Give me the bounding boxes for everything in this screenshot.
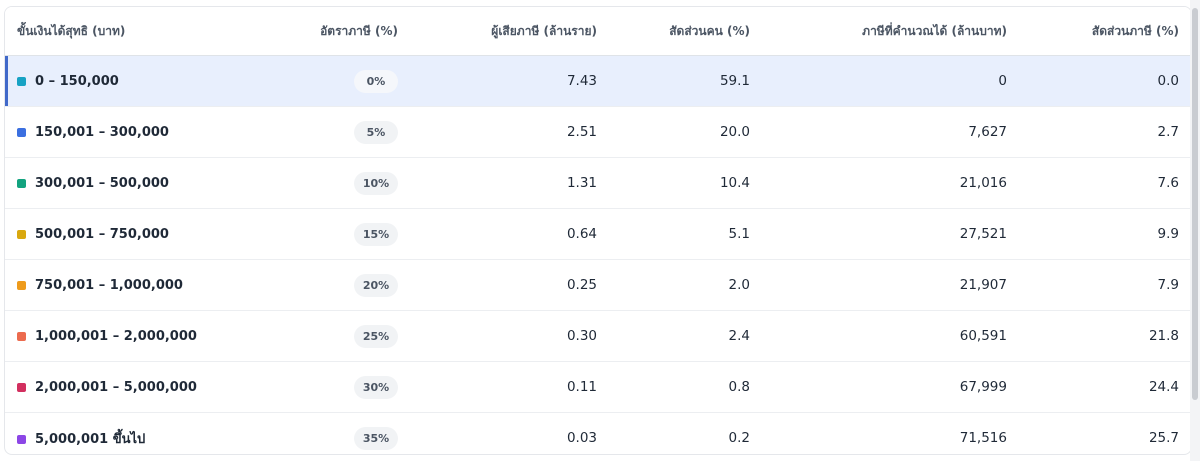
taxpayers-cell: 0.25 (410, 259, 609, 311)
rate-cell: 30% (266, 361, 410, 413)
table-row[interactable]: 1,000,001 – 2,000,000 25% 0.30 2.4 60,591 21.… (5, 310, 1191, 362)
tax-share-cell: 25.7 (1148, 430, 1179, 446)
table-row[interactable]: 500,001 – 750,000 15% 0.64 5.1 27,521 9.9 (5, 208, 1191, 260)
rate-badge: 25% (354, 324, 398, 348)
tax-calculated-cell: 0 (762, 55, 1019, 107)
tax-calculated-cell: 67,999 (762, 361, 1019, 413)
series-color-dot (17, 331, 26, 341)
header-tax-share[interactable]: สัดส่วนภาษี (%) (1019, 7, 1191, 56)
rate-badge: 0% (354, 69, 398, 93)
tax-calculated-cell: 21,907 (762, 259, 1019, 311)
series-color-dot (17, 434, 26, 444)
series-color-dot (17, 382, 26, 392)
people-share-cell: 10.4 (609, 157, 762, 209)
header-taxpayers[interactable]: ผู้เสียภาษี (ล้านราย) (410, 7, 609, 56)
tax-bracket-table-card: ขั้นเงินได้สุทธิ (บาท) อัตราภาษี (%) ผู้… (4, 6, 1192, 455)
rate-cell: 35% (266, 413, 410, 455)
bracket-label: 5,000,001 ขึ้นไป (35, 431, 146, 447)
people-share-cell: 5.1 (609, 208, 762, 260)
table-row[interactable]: 5,000,001 ขึ้นไป 35% 0.03 0.2 71,516 25.7 (5, 413, 1191, 455)
bracket-cell: 750,001 – 1,000,000 (5, 259, 266, 311)
tax-calculated-cell: 27,521 (762, 208, 1019, 260)
table-row[interactable]: 0 – 150,000 0% 7.43 59.1 0 0.0 (5, 55, 1191, 107)
rate-badge: 5% (354, 120, 398, 144)
bracket-cell: 2,000,001 – 5,000,000 (5, 361, 266, 413)
header-people-share[interactable]: สัดส่วนคน (%) (609, 7, 762, 56)
tax-share-cell: 7.9 (1019, 259, 1191, 311)
header-tax-calculated[interactable]: ภาษีที่คำนวณได้ (ล้านบาท) (762, 7, 1019, 56)
tax-share-cell: 21.8 (1019, 310, 1191, 362)
series-color-dot (17, 127, 26, 137)
series-color-dot (17, 76, 26, 86)
header-rate[interactable]: อัตราภาษี (%) (266, 7, 410, 56)
rate-badge: 15% (354, 222, 398, 246)
bracket-label: 500,001 – 750,000 (35, 226, 169, 242)
bracket-label: 2,000,001 – 5,000,000 (35, 379, 197, 395)
bracket-cell: 300,001 – 500,000 (5, 157, 266, 209)
table-row[interactable]: 300,001 – 500,000 10% 1.31 10.4 21,016 7.6 (5, 157, 1191, 209)
tax-calculated-cell: 71,516 (959, 430, 1007, 446)
taxpayers-cell: 0.11 (410, 361, 609, 413)
bracket-cell: 5,000,001 ขึ้นไป (5, 413, 266, 455)
tax-calculated-cell: 7,627 (762, 106, 1019, 158)
scrollbar-thumb[interactable] (1192, 8, 1198, 400)
bracket-label: 1,000,001 – 2,000,000 (35, 328, 197, 344)
people-share-cell: 2.0 (609, 259, 762, 311)
rate-badge: 35% (354, 426, 398, 450)
table-row[interactable]: 150,001 – 300,000 5% 2.51 20.0 7,627 2.7 (5, 106, 1191, 158)
bracket-cell: 150,001 – 300,000 (5, 106, 266, 158)
bracket-label: 300,001 – 500,000 (35, 175, 169, 191)
table-row[interactable]: 2,000,001 – 5,000,000 30% 0.11 0.8 67,999 24.… (5, 361, 1191, 413)
rate-badge: 10% (354, 171, 398, 195)
rate-cell: 15% (266, 208, 410, 260)
series-color-dot (17, 178, 26, 188)
vertical-scrollbar[interactable] (1190, 0, 1200, 461)
bracket-cell: 500,001 – 750,000 (5, 208, 266, 260)
taxpayers-cell: 0.03 (566, 430, 597, 446)
bracket-label: 750,001 – 1,000,000 (35, 277, 183, 293)
rate-cell: 0% (266, 55, 410, 107)
people-share-cell: 0.8 (609, 361, 762, 413)
tax-calculated-cell: 21,016 (762, 157, 1019, 209)
tax-share-cell: 9.9 (1019, 208, 1191, 260)
bracket-label: 0 – 150,000 (35, 73, 119, 89)
tax-share-cell: 2.7 (1019, 106, 1191, 158)
tax-calculated-cell: 60,591 (762, 310, 1019, 362)
people-share-cell: 20.0 (609, 106, 762, 158)
bracket-cell: 1,000,001 – 2,000,000 (5, 310, 266, 362)
people-share-cell: 2.4 (609, 310, 762, 362)
people-share-cell: 59.1 (609, 55, 762, 107)
tax-share-cell: 0.0 (1019, 55, 1191, 107)
taxpayers-cell: 2.51 (410, 106, 609, 158)
rate-cell: 10% (266, 157, 410, 209)
bracket-label: 150,001 – 300,000 (35, 124, 169, 140)
taxpayers-cell: 0.64 (410, 208, 609, 260)
series-color-dot (17, 280, 26, 290)
table-row[interactable]: 750,001 – 1,000,000 20% 0.25 2.0 21,907 7.9 (5, 259, 1191, 311)
people-share-cell: 0.2 (728, 430, 750, 446)
tax-share-cell: 7.6 (1019, 157, 1191, 209)
bracket-cell: 0 – 150,000 (5, 55, 266, 107)
rate-badge: 20% (354, 273, 398, 297)
header-bracket[interactable]: ขั้นเงินได้สุทธิ (บาท) (5, 7, 266, 56)
tax-bracket-table: ขั้นเงินได้สุทธิ (บาท) อัตราภาษี (%) ผู้… (5, 7, 1191, 455)
rate-cell: 5% (266, 106, 410, 158)
rate-badge: 30% (354, 375, 398, 399)
rate-cell: 20% (266, 259, 410, 311)
taxpayers-cell: 1.31 (410, 157, 609, 209)
rate-cell: 25% (266, 310, 410, 362)
table-header-row: ขั้นเงินได้สุทธิ (บาท) อัตราภาษี (%) ผู้… (5, 7, 1191, 56)
tax-share-cell: 24.4 (1019, 361, 1191, 413)
taxpayers-cell: 0.30 (410, 310, 609, 362)
taxpayers-cell: 7.43 (410, 55, 609, 107)
series-color-dot (17, 229, 26, 239)
